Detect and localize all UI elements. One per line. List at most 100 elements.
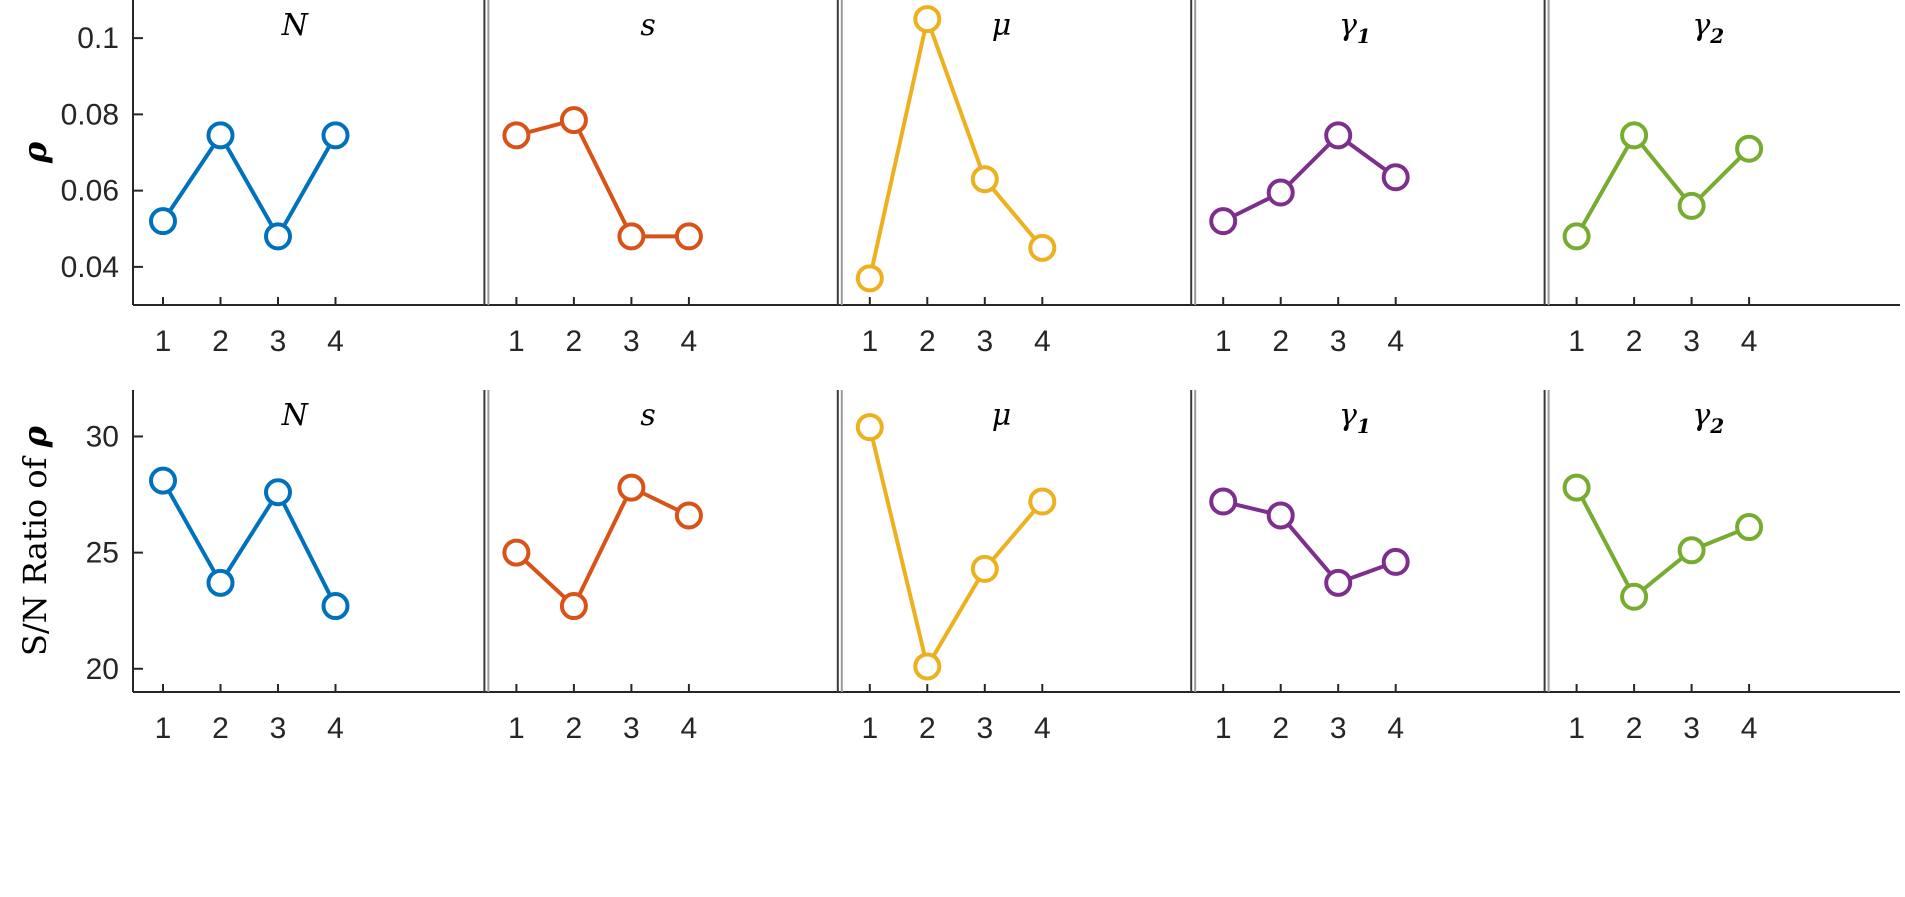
x-tick-label: 2 xyxy=(1272,712,1289,745)
panel-2: s 1 2 3 4 xyxy=(483,390,703,745)
data-point xyxy=(1735,513,1764,542)
x-tick-label: 4 xyxy=(327,325,344,358)
series-line xyxy=(1222,132,1397,223)
panel-title: s xyxy=(640,398,655,433)
panel-title-base: γ xyxy=(1339,8,1357,43)
y-tick-label: 0.08 xyxy=(61,98,119,131)
data-point xyxy=(321,592,350,621)
data-point xyxy=(206,121,235,150)
x-tick-label: 4 xyxy=(681,325,698,358)
panel-title-base: γ xyxy=(1339,398,1357,433)
panel-title: γ2 xyxy=(1692,8,1724,48)
panel-title-base: μ xyxy=(992,398,1012,433)
data-point xyxy=(264,478,292,507)
data-point xyxy=(617,473,646,502)
data-point xyxy=(913,652,942,681)
x-tick-label: 4 xyxy=(1741,712,1758,745)
x-tick-label: 3 xyxy=(976,325,993,358)
panel-1: N 1 2 3 4 xyxy=(149,398,350,745)
panel-title-subscript: 2 xyxy=(1709,414,1724,438)
x-tick-label: 2 xyxy=(566,712,583,745)
x-tick-label: 4 xyxy=(681,712,698,745)
panel-title: N xyxy=(281,398,310,433)
data-point xyxy=(1324,121,1353,150)
panel-title: γ1 xyxy=(1339,8,1371,48)
data-point xyxy=(502,538,531,567)
data-point xyxy=(206,568,235,597)
x-tick-label: 2 xyxy=(566,325,583,358)
panel-title-subscript: 2 xyxy=(1709,24,1724,48)
data-point xyxy=(913,5,942,34)
data-point xyxy=(149,207,177,236)
panel-5: γ2 1 2 3 4 xyxy=(1543,0,1764,358)
panel-title-base: γ xyxy=(1692,398,1710,433)
y-tick-label: 0.06 xyxy=(61,175,119,208)
data-point xyxy=(149,466,177,495)
x-tick-label: 3 xyxy=(1330,712,1347,745)
series-line xyxy=(1574,486,1750,600)
x-tick-label: 1 xyxy=(508,712,525,745)
series-line xyxy=(1574,131,1751,238)
x-tick-label: 1 xyxy=(861,712,878,745)
x-tick-label: 2 xyxy=(1626,325,1643,358)
x-tick-label: 4 xyxy=(1741,325,1758,358)
x-tick-label: 2 xyxy=(1272,325,1289,358)
data-point xyxy=(1028,487,1057,516)
data-point xyxy=(502,121,531,150)
x-tick-label: 1 xyxy=(1568,325,1585,358)
data-point xyxy=(559,592,588,621)
data-point xyxy=(674,501,703,530)
data-point xyxy=(1266,501,1295,530)
panel-title-base: N xyxy=(281,8,310,43)
data-point xyxy=(674,222,703,251)
series-line xyxy=(515,117,689,239)
x-tick-label: 1 xyxy=(1215,325,1232,358)
panel-title: γ1 xyxy=(1339,398,1371,438)
panel-title: γ2 xyxy=(1692,398,1724,438)
y-tick-label: 0.1 xyxy=(77,22,119,55)
x-tick-label: 2 xyxy=(1626,712,1643,745)
y-axis-label-symbol: ρ xyxy=(16,425,54,448)
y-tick-label: 20 xyxy=(86,653,119,686)
panel-title: s xyxy=(640,8,655,43)
series-line xyxy=(515,484,690,610)
data-point xyxy=(1620,582,1649,611)
data-point xyxy=(559,106,588,135)
y-tick-label: 25 xyxy=(86,537,119,570)
series-line xyxy=(867,11,1044,279)
panel-title: μ xyxy=(992,398,1012,433)
data-point xyxy=(1266,178,1295,207)
data-point xyxy=(1209,207,1238,236)
x-tick-label: 1 xyxy=(508,325,525,358)
y-axis-label-symbol: ρ xyxy=(16,141,54,164)
panel-title-subscript: 1 xyxy=(1357,24,1371,48)
panel-title: N xyxy=(281,8,310,43)
y-tick-label: 0.04 xyxy=(61,251,119,284)
panel-title-base: s xyxy=(640,398,655,433)
data-point xyxy=(1620,121,1649,150)
panel-title-base: μ xyxy=(992,8,1012,43)
data-point xyxy=(970,554,999,583)
data-point xyxy=(1562,222,1591,251)
x-tick-label: 1 xyxy=(155,712,172,745)
series-line xyxy=(867,426,1044,672)
x-tick-label: 4 xyxy=(1387,712,1404,745)
x-tick-label: 4 xyxy=(327,712,344,745)
x-tick-label: 3 xyxy=(270,325,287,358)
data-point xyxy=(264,222,292,251)
series-line xyxy=(1222,499,1397,586)
x-tick-label: 3 xyxy=(1683,325,1700,358)
x-tick-label: 4 xyxy=(1034,325,1051,358)
panel-title-base: N xyxy=(281,398,310,433)
x-tick-label: 2 xyxy=(212,325,229,358)
data-point xyxy=(1324,568,1353,597)
panel-title: μ xyxy=(992,8,1012,43)
x-tick-label: 1 xyxy=(861,325,878,358)
panel-2: s 1 2 3 4 xyxy=(483,0,703,358)
x-tick-label: 3 xyxy=(623,325,640,358)
x-tick-label: 1 xyxy=(1568,712,1585,745)
x-tick-label: 4 xyxy=(1034,712,1051,745)
x-tick-label: 1 xyxy=(1215,712,1232,745)
